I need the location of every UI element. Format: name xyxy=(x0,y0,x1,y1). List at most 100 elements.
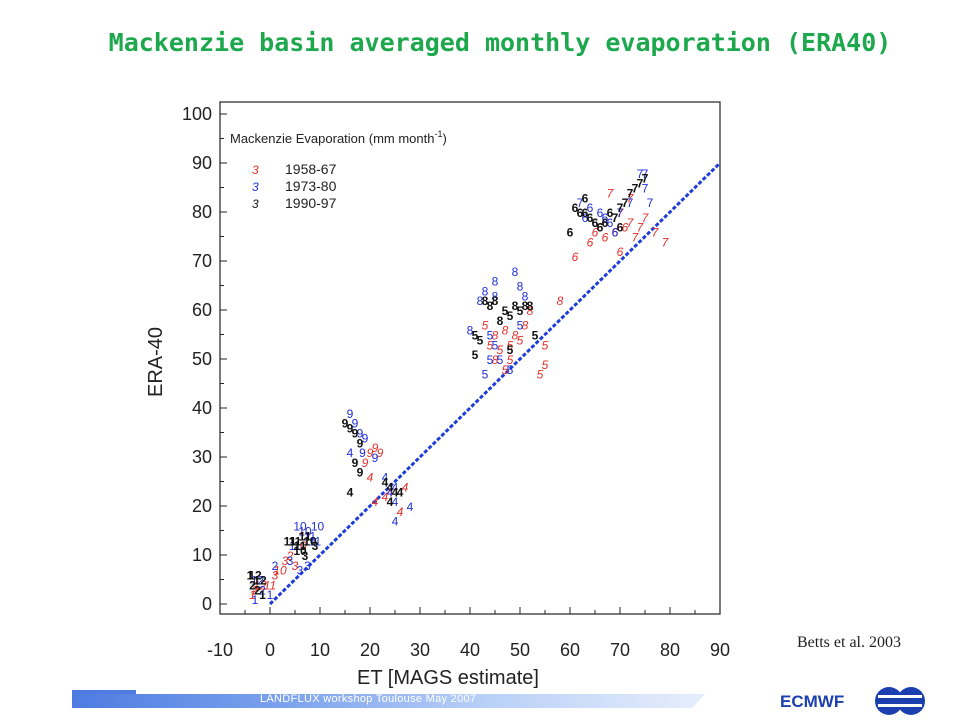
data-point: 6 xyxy=(587,235,594,249)
data-point: 8 xyxy=(522,319,529,333)
data-point: 8 xyxy=(557,294,564,308)
data-point: 3 xyxy=(272,569,279,583)
x-tick-label: 90 xyxy=(710,640,730,660)
data-point: 6 xyxy=(592,216,599,230)
data-point: 5 xyxy=(542,338,549,352)
data-point: 5 xyxy=(497,343,504,357)
x-tick-label: 30 xyxy=(410,640,430,660)
x-axis-label: ET [MAGS estimate] xyxy=(357,667,539,689)
y-tick-label: 90 xyxy=(192,153,212,173)
data-point: 8 xyxy=(492,289,499,303)
data-point: 6 xyxy=(597,221,604,235)
data-point: 5 xyxy=(477,333,484,347)
data-point: 12 xyxy=(253,574,267,588)
data-point: 7 xyxy=(632,182,639,196)
data-point: 5 xyxy=(517,304,524,318)
data-point: 5 xyxy=(497,353,504,367)
data-point: 11 xyxy=(304,529,317,543)
data-point: 9 xyxy=(372,441,379,455)
data-point: 1 xyxy=(247,569,254,583)
data-point: 1 xyxy=(267,588,274,602)
data-point: 11 xyxy=(284,534,297,548)
data-point: 7 xyxy=(617,206,624,220)
data-point: 4 xyxy=(382,476,389,490)
data-point: 9 xyxy=(359,446,366,460)
data-point: 3 xyxy=(292,559,299,573)
data-point: 2 xyxy=(259,583,266,597)
data-point: 3 xyxy=(297,564,304,578)
data-point: 5 xyxy=(472,348,479,362)
legend-marker: 3 xyxy=(252,197,259,211)
y-tick-label: 40 xyxy=(192,398,212,418)
data-point: 4 xyxy=(397,485,404,499)
data-point: 8 xyxy=(482,294,489,308)
data-point: 4 xyxy=(367,471,374,485)
data-point: 2 xyxy=(254,583,261,597)
x-tick-label: 40 xyxy=(460,640,480,660)
data-point: 6 xyxy=(572,250,579,264)
data-point: 6 xyxy=(607,206,614,220)
data-point: 5 xyxy=(507,309,514,323)
x-tick-label: 10 xyxy=(310,640,330,660)
data-point: 5 xyxy=(532,329,539,343)
x-tick-label: 20 xyxy=(360,640,380,660)
legend-marker: 3 xyxy=(252,180,259,194)
data-point: 8 xyxy=(467,324,474,338)
data-point: 5 xyxy=(482,368,489,382)
data-point: 3 xyxy=(312,539,319,553)
data-point: 4 xyxy=(382,471,389,485)
ecmwf-logo-icon xyxy=(875,687,925,715)
data-point: 3 xyxy=(282,554,289,568)
data-point: 10 xyxy=(311,520,325,534)
data-point: 9 xyxy=(377,446,384,460)
y-axis-label: ERA-40 xyxy=(145,327,167,397)
data-point: 5 xyxy=(487,338,494,352)
data-point: 7 xyxy=(647,196,654,210)
data-point: 6 xyxy=(582,211,589,225)
data-point: 4 xyxy=(392,480,399,494)
data-point: 6 xyxy=(567,226,574,240)
data-point: 8 xyxy=(502,324,509,338)
y-tick-label: 30 xyxy=(192,447,212,467)
data-point: 5 xyxy=(492,338,499,352)
data-point: 9 xyxy=(347,407,354,421)
data-point: 12 xyxy=(251,574,265,588)
y-tick-label: 0 xyxy=(202,594,212,614)
data-point: 6 xyxy=(602,211,609,225)
footer-text: LANDFLUX workshop Toulouse May 2007 xyxy=(260,693,477,705)
data-point: 7 xyxy=(637,167,644,181)
data-point: 7 xyxy=(607,186,615,200)
data-point: 6 xyxy=(582,191,589,205)
data-point: 7 xyxy=(662,235,670,249)
data-point: 8 xyxy=(492,353,499,367)
data-point: 5 xyxy=(502,363,509,377)
data-point: 5 xyxy=(537,368,544,382)
data-point: 5 xyxy=(507,343,514,357)
data-point: 6 xyxy=(587,201,594,215)
citation: Betts et al. 2003 xyxy=(797,634,901,651)
data-point: 5 xyxy=(487,329,494,343)
data-point: 5 xyxy=(507,338,514,352)
data-point: 9 xyxy=(367,446,374,460)
data-point: 10 xyxy=(298,525,312,539)
x-tick-label: 80 xyxy=(660,640,680,660)
data-point: 7 xyxy=(577,196,584,210)
data-point: 9 xyxy=(357,466,364,480)
data-point: 11 xyxy=(289,539,302,553)
x-tick-label: 60 xyxy=(560,640,580,660)
y-tick-label: 20 xyxy=(192,496,212,516)
data-point: 5 xyxy=(517,319,524,333)
data-point: 8 xyxy=(492,329,499,343)
legend-label: 1973-80 xyxy=(285,178,337,194)
data-point: 8 xyxy=(482,284,489,298)
data-point: 7 xyxy=(627,196,634,210)
data-point: 4 xyxy=(347,485,354,499)
data-point: 8 xyxy=(517,280,524,294)
data-point: 9 xyxy=(362,456,369,470)
data-point: 6 xyxy=(572,201,579,215)
data-point: 4 xyxy=(392,495,399,509)
data-point: 3 xyxy=(304,559,311,573)
data-point: 6 xyxy=(612,226,619,240)
data-point: 4 xyxy=(347,446,354,460)
data-point: 3 xyxy=(287,554,294,568)
